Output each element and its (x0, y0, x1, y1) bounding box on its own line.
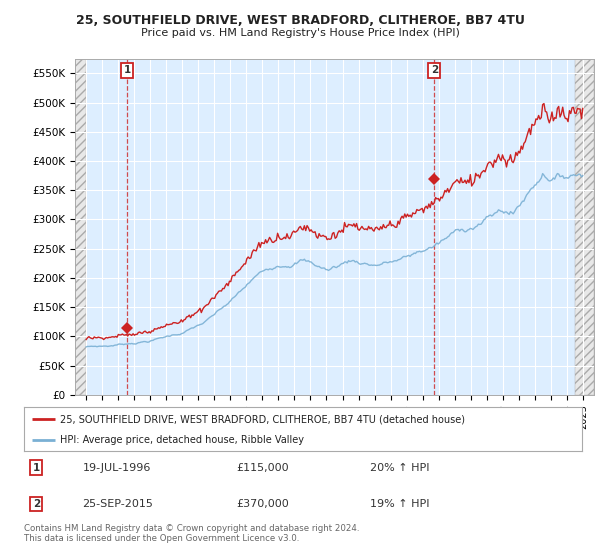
Text: 1: 1 (124, 66, 131, 76)
Bar (575, 59, 594, 395)
Text: 25, SOUTHFIELD DRIVE, WEST BRADFORD, CLITHEROE, BB7 4TU (detached house): 25, SOUTHFIELD DRIVE, WEST BRADFORD, CLI… (60, 414, 465, 424)
Text: 1: 1 (32, 463, 40, 473)
Text: 2: 2 (32, 499, 40, 509)
Bar (75, 59, 86, 395)
Text: HPI: Average price, detached house, Ribble Valley: HPI: Average price, detached house, Ribb… (60, 435, 304, 445)
Text: Price paid vs. HM Land Registry's House Price Index (HPI): Price paid vs. HM Land Registry's House … (140, 28, 460, 38)
Text: 19-JUL-1996: 19-JUL-1996 (83, 463, 151, 473)
Text: 2: 2 (431, 66, 438, 76)
Text: 25-SEP-2015: 25-SEP-2015 (83, 499, 154, 509)
Text: 20% ↑ HPI: 20% ↑ HPI (370, 463, 430, 473)
Text: Contains HM Land Registry data © Crown copyright and database right 2024.
This d: Contains HM Land Registry data © Crown c… (24, 524, 359, 543)
Text: 25, SOUTHFIELD DRIVE, WEST BRADFORD, CLITHEROE, BB7 4TU: 25, SOUTHFIELD DRIVE, WEST BRADFORD, CLI… (76, 14, 524, 27)
Text: £115,000: £115,000 (236, 463, 289, 473)
Text: £370,000: £370,000 (236, 499, 289, 509)
Text: 19% ↑ HPI: 19% ↑ HPI (370, 499, 430, 509)
